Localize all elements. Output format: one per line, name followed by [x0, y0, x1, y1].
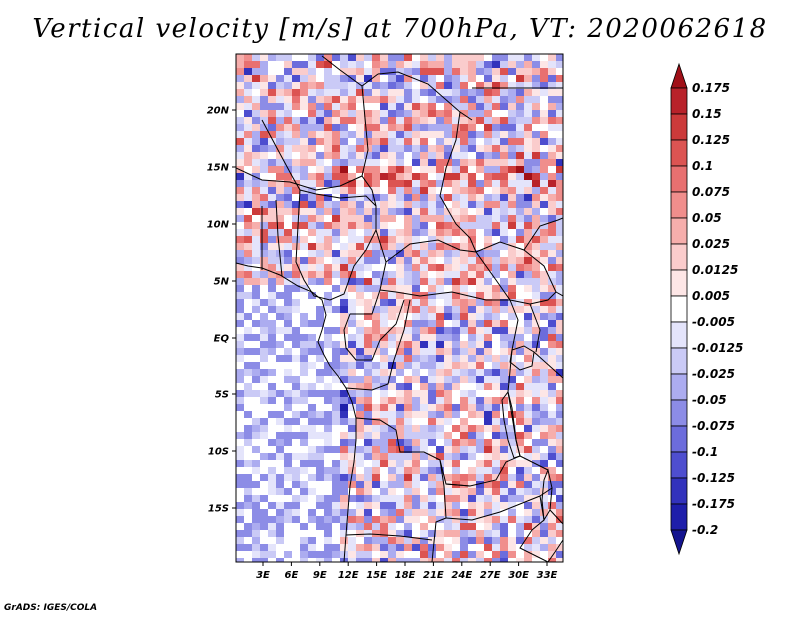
colorbar-label: 0.075 [692, 185, 730, 199]
lat-label: EQ [214, 334, 230, 345]
colorbar-label: -0.1 [692, 445, 718, 459]
colorbar-swatch [670, 139, 688, 167]
border-drc-west [345, 299, 411, 391]
lat-label: 5S [215, 390, 229, 401]
lat-label: 15S [208, 504, 229, 515]
colorbar-label: 0.1 [692, 159, 713, 173]
latitude-axis: 20N 15N 10N 5N EQ 5S 10S 15S [207, 106, 236, 515]
colorbar-label: -0.05 [692, 393, 727, 407]
lon-label: 18E [395, 570, 416, 581]
lon-label: 3E [256, 570, 270, 581]
colorbar-swatch [670, 477, 688, 505]
colorbar-swatch [670, 451, 688, 479]
colorbar-label: -0.005 [692, 315, 735, 329]
colorbar-swatch [670, 269, 688, 297]
colorbar-swatch [670, 87, 688, 115]
border-angola-namibia [345, 533, 433, 541]
lon-label: 9E [313, 570, 327, 581]
border-gabon-congo [343, 299, 405, 361]
colorbar-swatch [670, 165, 688, 193]
colorbar-swatch [670, 217, 688, 245]
colorbar-swatch [670, 113, 688, 141]
lon-label: 21E [423, 570, 444, 581]
colorbar-label: -0.125 [692, 471, 735, 485]
lon-label: 12E [338, 570, 359, 581]
border-ethiopia [523, 217, 563, 251]
border-drc-east [355, 299, 521, 487]
country-borders [236, 55, 563, 562]
border-tanzania [519, 351, 563, 471]
border-malawi-moz [539, 487, 563, 525]
colorbar-label: 0.025 [692, 237, 730, 251]
colorbar-label: -0.0125 [692, 341, 743, 355]
colorbar: 0.175 0.15 0.125 0.1 0.075 0.05 0.025 0.0125 0.0… [670, 62, 743, 556]
lon-label: 6E [285, 570, 299, 581]
border-chad-sudan [439, 111, 477, 253]
colorbar-label: -0.075 [692, 419, 735, 433]
chart-title: Vertical velocity [m/s] at 700hPa, VT: 2… [32, 14, 768, 44]
colorbar-swatch [670, 321, 688, 349]
colorbar-top-arrow [670, 62, 688, 89]
lon-label: 33E [537, 570, 558, 581]
velocity-field [236, 54, 563, 562]
colorbar-swatch [670, 399, 688, 427]
border-mali-niger [261, 119, 301, 191]
colorbar-label: -0.025 [692, 367, 735, 381]
colorbar-label: 0.15 [692, 107, 722, 121]
lon-label: 27E [480, 570, 501, 581]
border-nigeria [295, 189, 377, 301]
lake-victoria [509, 345, 535, 371]
lon-label: 30E [508, 570, 529, 581]
lat-label: 5N [214, 277, 230, 288]
lon-label: 24E [451, 570, 472, 581]
map-frame [235, 53, 564, 563]
border-libya-egypt-sudan [377, 71, 473, 121]
border-car [379, 239, 511, 301]
colorbar-swatch [670, 347, 688, 375]
grads-credit: GrADS: IGES/COLA [4, 603, 98, 613]
colorbar-swatch [670, 243, 688, 271]
border-south-sudan [475, 241, 557, 305]
colorbar-swatch [670, 373, 688, 401]
colorbar-label: -0.175 [692, 497, 735, 511]
lat-label: 10S [208, 447, 229, 458]
colorbar-swatch [670, 425, 688, 453]
colorbar-label: -0.2 [692, 523, 718, 537]
east-africa-coastline [547, 539, 563, 562]
colorbar-label: 0.175 [692, 81, 730, 95]
colorbar-bottom-arrow [670, 529, 688, 556]
border-benin-togo [261, 199, 283, 277]
border-uganda-kenya [529, 291, 563, 353]
longitude-axis: 3E 6E 9E 12E 15E 18E 21E 24E 27E 30E 33E [256, 562, 558, 581]
colorbar-label: 0.0125 [692, 263, 738, 277]
lon-label: 15E [366, 570, 387, 581]
border-sahel-1 [236, 167, 363, 191]
lat-label: 20N [207, 106, 230, 117]
lat-label: 10N [207, 220, 230, 231]
west-africa-coastline [236, 262, 357, 562]
lat-label: 15N [207, 163, 230, 174]
colorbar-swatch [670, 191, 688, 219]
colorbar-swatch [670, 503, 688, 531]
colorbar-label: 0.005 [692, 289, 730, 303]
colorbar-swatch [670, 295, 688, 323]
border-algeria-libya [321, 55, 379, 87]
colorbar-label: 0.05 [692, 211, 722, 225]
colorbar-label: 0.125 [692, 133, 730, 147]
